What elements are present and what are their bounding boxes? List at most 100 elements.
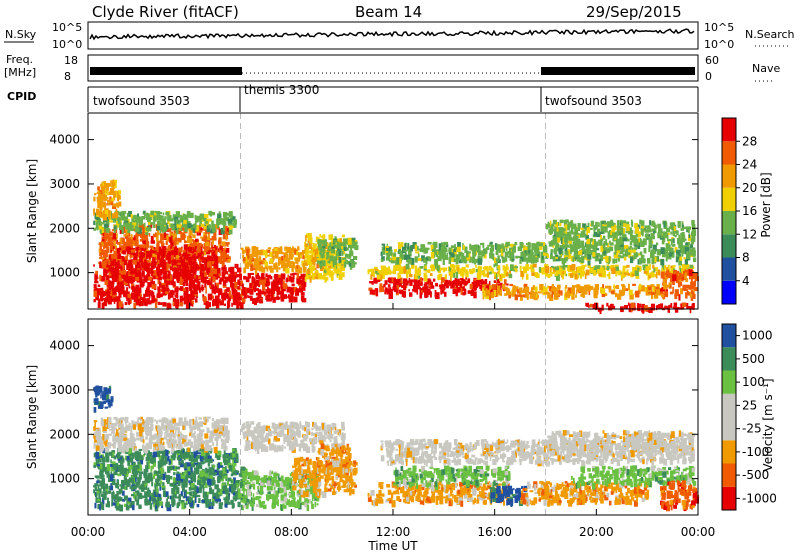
echo-cell (150, 268, 154, 274)
velocity-scatter-region (93, 319, 700, 515)
echo-cell (111, 213, 115, 219)
echo-cell (577, 266, 581, 274)
echo-cell (286, 248, 291, 251)
freq-unit-label: [MHz] (4, 66, 36, 79)
echo-cell (616, 254, 621, 258)
echo-cell (201, 256, 205, 263)
echo-cell (172, 239, 176, 246)
echo-cell (297, 252, 302, 258)
echo-cell (654, 273, 658, 278)
echo-cell (676, 249, 681, 255)
echo-cell (577, 224, 580, 231)
echo-cell (204, 225, 207, 230)
echo-cell (183, 489, 188, 492)
echo-cell (504, 272, 506, 277)
echo-cell (330, 260, 333, 266)
echo-cell (141, 245, 145, 249)
echo-cell (633, 237, 638, 243)
echo-cell (187, 295, 192, 301)
echo-cell (103, 181, 106, 186)
echo-cell (622, 265, 627, 269)
echo-cell (133, 214, 137, 220)
echo-cell (344, 247, 347, 251)
echo-cell (496, 285, 501, 291)
echo-cell (146, 250, 148, 254)
echo-cell (651, 228, 655, 231)
echo-cell (257, 294, 262, 301)
echo-cell (114, 292, 117, 295)
echo-cell (176, 252, 180, 259)
echo-cell (169, 237, 172, 243)
echo-cell (205, 237, 210, 240)
echo-cell (480, 287, 483, 291)
echo-cell (253, 267, 256, 270)
colorbar-tick-label: 4 (742, 274, 750, 288)
echo-cell (634, 270, 639, 276)
echo-cell (653, 230, 656, 234)
echo-cell (274, 248, 279, 251)
echo-cell (582, 265, 585, 271)
echo-cell (206, 251, 211, 255)
echo-cell (565, 251, 569, 256)
echo-cell (276, 291, 281, 295)
echo-cell (310, 254, 312, 260)
echo-cell (562, 267, 566, 275)
echo-cell (594, 257, 600, 262)
echo-cell (401, 285, 405, 288)
echo-cell (615, 286, 620, 289)
echo-cell (125, 222, 128, 227)
echo-cell (555, 243, 560, 247)
echo-cell (535, 249, 538, 257)
echo-cell (448, 266, 451, 272)
echo-cell (183, 274, 186, 282)
echo-cell (519, 258, 522, 264)
echo-cell (209, 212, 213, 217)
echo-cell (281, 255, 284, 261)
echo-cell (539, 284, 543, 291)
echo-cell (150, 215, 152, 220)
echo-cell (534, 256, 539, 262)
echo-cell (190, 258, 195, 263)
echo-cell (178, 231, 182, 235)
echo-cell (509, 269, 511, 274)
echo-cell (302, 263, 305, 268)
echo-cell (278, 279, 281, 284)
echo-cell (540, 251, 544, 259)
echo-cell (597, 228, 600, 234)
echo-cell (223, 297, 227, 301)
echo-cell (646, 226, 651, 233)
echo-cell (199, 260, 201, 268)
echo-cell (399, 266, 403, 272)
echo-cell (518, 287, 523, 293)
echo-cell (430, 252, 435, 259)
echo-cell (680, 288, 684, 295)
echo-cell (588, 227, 593, 230)
echo-cell (220, 227, 225, 235)
echo-cell (147, 260, 150, 263)
echo-cell (104, 291, 108, 295)
echo-cell (419, 269, 422, 273)
echo-cell (329, 252, 334, 257)
echo-cell (227, 297, 231, 301)
echo-cell (410, 245, 413, 252)
echo-cell (644, 305, 648, 312)
echo-cell (667, 272, 672, 278)
echo-cell (187, 237, 193, 243)
echo-cell (174, 286, 179, 293)
echo-cell (441, 277, 445, 283)
echo-cell (175, 292, 179, 298)
echo-cell (444, 274, 447, 280)
echo-cell (399, 277, 403, 284)
echo-cell (122, 274, 128, 280)
echo-cell (523, 249, 527, 254)
echo-cell (554, 222, 558, 229)
echo-cell (668, 305, 671, 308)
echo-cell (490, 267, 493, 271)
echo-cell (325, 259, 329, 266)
echo-cell (645, 289, 650, 296)
echo-cell (135, 276, 139, 281)
echo-cell (146, 286, 150, 292)
echo-cell (160, 276, 163, 279)
echo-cell (606, 248, 611, 253)
echo-cell (128, 259, 133, 264)
